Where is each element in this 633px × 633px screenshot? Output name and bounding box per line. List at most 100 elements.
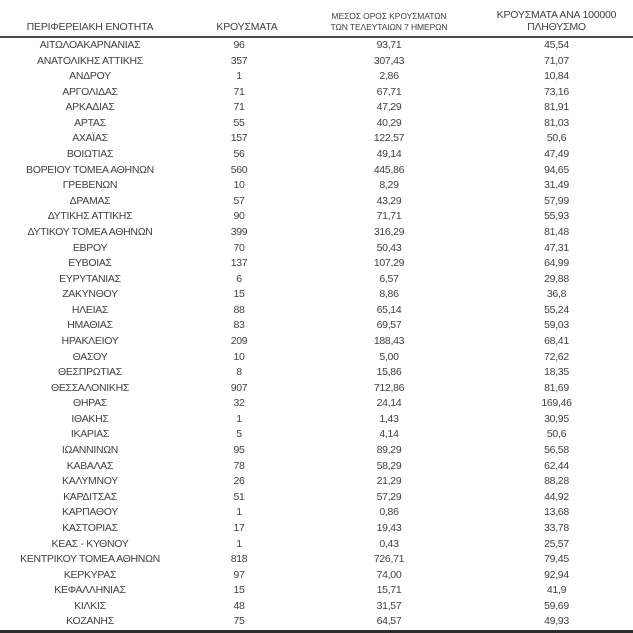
column-header-7day-average-line1: ΜΕΣΟΣ ΟΡΟΣ ΚΡΟΥΣΜΑΤΩΝ <box>331 11 447 21</box>
table-row: ΕΥΒΟΙΑΣ 137 107,29 64,99 <box>0 256 633 272</box>
cell-cases-per-100000: 92,94 <box>544 568 569 581</box>
cell-cases: 8 <box>236 366 242 379</box>
cell-cases-per-100000: 36,8 <box>546 288 567 301</box>
cell-7day-average: 5,00 <box>379 350 399 363</box>
cell-7day-average: 712,86 <box>373 381 405 394</box>
cell-7day-average: 40,29 <box>376 116 402 129</box>
cell-cases-per-100000: 55,24 <box>544 303 569 316</box>
cell-regional-unit: ΚΟΖΑΝΗΣ <box>66 615 114 628</box>
cell-cases-per-100000: 49,93 <box>544 615 569 628</box>
cell-regional-unit: ΑΙΤΩΛΟΑΚΑΡΝΑΝΙΑΣ <box>39 39 141 51</box>
cell-7day-average: 24,14 <box>376 397 402 410</box>
cell-7day-average: 15,86 <box>376 366 402 379</box>
cell-7day-average: 47,29 <box>376 101 402 114</box>
cell-7day-average: 57,29 <box>376 490 402 503</box>
cell-cases-per-100000: 73,16 <box>544 85 569 98</box>
table-row: ΑΧΑΪΑΣ 157 122,57 50,6 <box>0 131 633 147</box>
cell-cases-per-100000: 10,84 <box>544 70 569 83</box>
cell-7day-average: 19,43 <box>376 521 402 534</box>
cell-regional-unit: ΔΡΑΜΑΣ <box>69 194 111 207</box>
cell-cases: 95 <box>233 444 245 457</box>
cell-7day-average: 89,29 <box>376 444 402 457</box>
cell-7day-average: 8,86 <box>379 288 399 301</box>
cell-7day-average: 71,71 <box>376 210 402 223</box>
column-header-cases-per-100000: ΚΡΟΥΣΜΑΤΑ ΑΝΑ 100000 ΠΛΗΘΥΣΜΟ <box>480 9 633 33</box>
cell-7day-average: 307,43 <box>373 54 405 67</box>
cell-cases-per-100000: 81,69 <box>544 381 569 394</box>
column-header-regional-unit: ΠΕΡΙΦΕΡΕΙΑΚΗ ΕΝΟΤΗΤΑ <box>26 21 154 33</box>
cell-7day-average: 69,57 <box>376 319 402 332</box>
table-row: ΚΕΝΤΡΙΚΟΥ ΤΟΜΕΑ ΑΘΗΝΩΝ 818 726,71 79,45 <box>0 552 633 568</box>
cell-cases-per-100000: 81,03 <box>544 116 569 129</box>
cell-cases: 10 <box>233 179 245 192</box>
cell-regional-unit: ΚΕΝΤΡΙΚΟΥ ΤΟΜΕΑ ΑΘΗΝΩΝ <box>20 553 160 566</box>
cell-cases-per-100000: 29,88 <box>544 272 569 285</box>
table-row: ΚΟΖΑΝΗΣ 75 64,57 49,93 <box>0 614 633 630</box>
cell-cases-per-100000: 18,35 <box>544 366 569 379</box>
cell-7day-average: 67,71 <box>376 85 402 98</box>
cell-regional-unit: ΙΚΑΡΙΑΣ <box>70 428 110 441</box>
cell-cases-per-100000: 71,07 <box>544 54 569 67</box>
table-row: ΚΑΛΥΜΝΟΥ 26 21,29 88,28 <box>0 474 633 490</box>
cell-7day-average: 316,29 <box>373 225 405 238</box>
cell-cases: 55 <box>233 116 245 129</box>
cell-cases: 818 <box>230 553 248 566</box>
column-header-cases: ΚΡΟΥΣΜΑΤΑ <box>216 21 278 33</box>
cell-cases: 83 <box>233 319 245 332</box>
table-row: ΘΕΣΣΑΛΟΝΙΚΗΣ 907 712,86 81,69 <box>0 381 633 397</box>
table-row: ΚΑΡΔΙΤΣΑΣ 51 57,29 44,92 <box>0 490 633 506</box>
cell-7day-average: 1,43 <box>379 412 399 425</box>
cell-regional-unit: ΔΥΤΙΚΟΥ ΤΟΜΕΑ ΑΘΗΝΩΝ <box>27 225 153 238</box>
table-row: ΗΡΑΚΛΕΙΟΥ 209 188,43 68,41 <box>0 334 633 350</box>
cell-regional-unit: ΘΑΣΟΥ <box>72 350 108 363</box>
column-header-7day-average: ΜΕΣΟΣ ΟΡΟΣ ΚΡΟΥΣΜΑΤΩΝ ΤΩΝ ΤΕΛΕΥΤΑΙΩΝ 7 Η… <box>298 11 480 33</box>
cell-cases-per-100000: 33,78 <box>544 521 569 534</box>
cell-regional-unit: ΙΩΑΝΝΙΝΩΝ <box>61 444 119 457</box>
cell-cases: 1 <box>236 412 242 425</box>
cell-cases-per-100000: 59,03 <box>544 319 569 332</box>
cell-regional-unit: ΕΥΒΟΙΑΣ <box>68 257 112 270</box>
cell-cases-per-100000: 31,49 <box>544 179 569 192</box>
cell-cases: 51 <box>233 490 245 503</box>
cell-7day-average: 6,57 <box>379 272 399 285</box>
cell-regional-unit: ΑΝΑΤΟΛΙΚΗΣ ΑΤΤΙΚΗΣ <box>36 54 143 67</box>
cell-cases: 907 <box>230 381 248 394</box>
cell-7day-average: 107,29 <box>373 257 405 270</box>
cell-7day-average: 65,14 <box>376 303 402 316</box>
cell-cases: 70 <box>233 241 245 254</box>
cell-7day-average: 58,29 <box>376 459 402 472</box>
cell-7day-average: 445,86 <box>373 163 405 176</box>
cell-7day-average: 0,86 <box>379 506 399 519</box>
cell-regional-unit: ΚΕΦΑΛΛΗΝΙΑΣ <box>54 584 126 597</box>
cell-regional-unit: ΚΑΛΥΜΝΟΥ <box>61 475 118 488</box>
cell-cases-per-100000: 79,45 <box>544 553 569 566</box>
cell-regional-unit: ΓΡΕΒΕΝΩΝ <box>62 179 118 192</box>
table-row: ΓΡΕΒΕΝΩΝ 10 8,29 31,49 <box>0 178 633 194</box>
cell-regional-unit: ΘΗΡΑΣ <box>73 397 107 410</box>
cell-regional-unit: ΖΑΚΥΝΘΟΥ <box>62 288 118 301</box>
table-row: ΕΒΡΟΥ 70 50,43 47,31 <box>0 241 633 257</box>
cell-cases: 88 <box>233 303 245 316</box>
cell-regional-unit: ΗΜΑΘΙΑΣ <box>67 319 113 332</box>
cell-cases: 96 <box>233 39 245 51</box>
cell-cases: 56 <box>233 148 245 161</box>
cell-7day-average: 49,14 <box>376 148 402 161</box>
table-row: ΑΙΤΩΛΟΑΚΑΡΝΑΝΙΑΣ 96 93,71 45,54 <box>0 38 633 54</box>
cell-cases: 1 <box>236 537 242 550</box>
cell-cases: 1 <box>236 506 242 519</box>
cell-cases-per-100000: 57,99 <box>544 194 569 207</box>
cell-cases-per-100000: 59,69 <box>544 599 569 612</box>
cell-7day-average: 64,57 <box>376 615 402 628</box>
cell-regional-unit: ΕΥΡΥΤΑΝΙΑΣ <box>59 272 121 285</box>
cell-cases-per-100000: 169,46 <box>541 397 572 410</box>
table-body: ΑΙΤΩΛΟΑΚΑΡΝΑΝΙΑΣ 96 93,71 45,54 ΑΝΑΤΟΛΙΚΗΣ Α… <box>0 38 633 633</box>
cell-cases-per-100000: 62,44 <box>544 459 569 472</box>
table-row: ΚΕΑΣ - ΚΥΘΝΟΥ 1 0,43 25,57 <box>0 537 633 553</box>
cell-7day-average: 74,00 <box>376 568 402 581</box>
table-row: ΑΝΑΤΟΛΙΚΗΣ ΑΤΤΙΚΗΣ 357 307,43 71,07 <box>0 54 633 70</box>
table-row: ΘΑΣΟΥ 10 5,00 72,62 <box>0 350 633 366</box>
table-row: ΗΜΑΘΙΑΣ 83 69,57 59,03 <box>0 318 633 334</box>
cell-cases: 97 <box>233 568 245 581</box>
cell-cases-per-100000: 50,6 <box>546 132 567 145</box>
